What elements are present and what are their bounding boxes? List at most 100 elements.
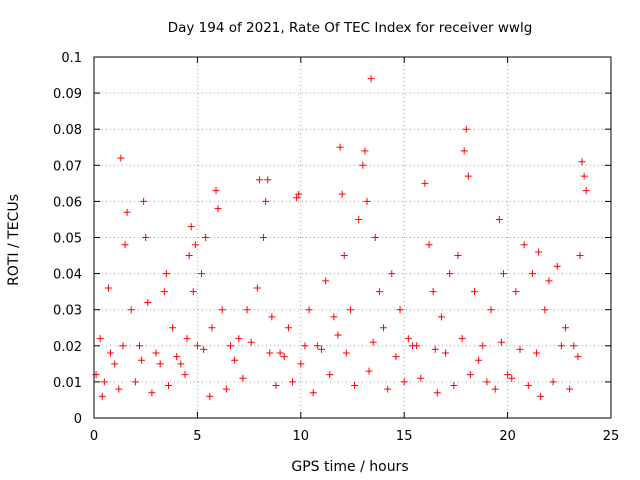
data-point	[346, 306, 354, 314]
data-point	[475, 356, 483, 364]
y-axis-title: ROTI / TECUs	[6, 194, 22, 286]
data-point	[301, 342, 309, 350]
data-point	[417, 374, 425, 382]
data-point	[309, 389, 317, 397]
data-point	[363, 197, 371, 205]
data-point	[280, 353, 288, 361]
data-point	[375, 288, 383, 296]
data-point	[260, 234, 268, 241]
data-point	[268, 313, 276, 321]
data-point	[533, 349, 541, 357]
data-point	[520, 241, 528, 249]
data-point	[239, 374, 247, 382]
data-point	[355, 215, 363, 223]
x-tick-label: 0	[90, 429, 98, 444]
x-tick-label: 15	[396, 429, 413, 444]
data-point	[214, 205, 222, 213]
y-tick-label: 0.07	[53, 159, 82, 174]
data-point	[148, 389, 156, 397]
data-point	[193, 342, 201, 350]
data-point	[119, 342, 127, 350]
data-point	[361, 147, 369, 155]
data-point	[454, 252, 462, 260]
data-point	[243, 306, 251, 314]
data-point	[181, 371, 189, 379]
data-point	[198, 270, 206, 278]
data-point	[142, 234, 150, 241]
data-point	[421, 179, 429, 187]
data-point	[262, 197, 270, 205]
y-tick-label: 0.09	[53, 87, 82, 102]
data-point	[111, 360, 119, 368]
data-point	[272, 382, 280, 390]
chart-title: Day 194 of 2021, Rate Of TEC Index for r…	[168, 20, 533, 36]
data-point	[276, 349, 284, 357]
data-point	[491, 385, 499, 393]
data-point	[115, 385, 123, 393]
x-tick-label: 10	[293, 429, 310, 444]
data-point	[117, 154, 125, 162]
data-point	[293, 194, 301, 202]
y-tick-label: 0.1	[61, 51, 82, 66]
data-point	[342, 349, 350, 357]
data-point	[512, 288, 520, 296]
data-point	[135, 342, 143, 350]
data-point	[173, 353, 181, 361]
data-point	[253, 284, 261, 292]
data-point	[442, 349, 450, 357]
data-point	[408, 342, 416, 350]
data-point	[462, 125, 470, 133]
data-point	[340, 252, 348, 260]
data-point	[535, 248, 543, 256]
data-point	[371, 234, 379, 241]
data-point	[266, 349, 274, 357]
data-point	[367, 75, 375, 83]
data-point	[96, 335, 104, 343]
data-point	[255, 176, 263, 184]
plot-frame	[93, 56, 612, 419]
data-point	[152, 349, 160, 357]
data-point	[162, 270, 170, 278]
data-point	[483, 378, 491, 386]
data-point	[437, 313, 445, 321]
data-point	[206, 392, 214, 400]
data-point	[516, 345, 524, 353]
y-tick-label: 0.04	[53, 268, 82, 283]
data-point	[537, 392, 545, 400]
data-point	[164, 382, 172, 390]
data-point	[98, 392, 106, 400]
data-point	[446, 270, 454, 278]
data-point	[576, 252, 584, 260]
data-point	[330, 313, 338, 321]
data-point	[191, 241, 199, 249]
data-point	[208, 324, 216, 332]
data-point	[140, 197, 148, 205]
y-tick-label: 0.08	[53, 123, 82, 138]
data-point	[396, 306, 404, 314]
data-point	[582, 187, 590, 195]
data-point	[464, 172, 472, 180]
data-point	[231, 356, 239, 364]
data-point	[127, 306, 135, 314]
y-tick-label: 0.03	[53, 304, 82, 319]
data-point	[226, 342, 234, 350]
data-point	[479, 342, 487, 350]
data-point	[202, 234, 210, 241]
data-point	[359, 161, 367, 169]
data-point	[524, 382, 532, 390]
data-point	[212, 187, 220, 195]
data-point	[156, 360, 164, 368]
data-point	[553, 262, 561, 270]
y-tick-label: 0	[74, 412, 82, 427]
data-point	[570, 342, 578, 350]
data-point	[289, 378, 297, 386]
axis-ticks	[93, 56, 612, 419]
data-point	[295, 190, 303, 198]
x-tick-label: 20	[499, 429, 516, 444]
data-point	[549, 378, 557, 386]
data-point	[400, 378, 408, 386]
data-point	[499, 270, 507, 278]
data-point	[160, 288, 168, 296]
data-point	[183, 335, 191, 343]
data-point	[144, 298, 152, 306]
